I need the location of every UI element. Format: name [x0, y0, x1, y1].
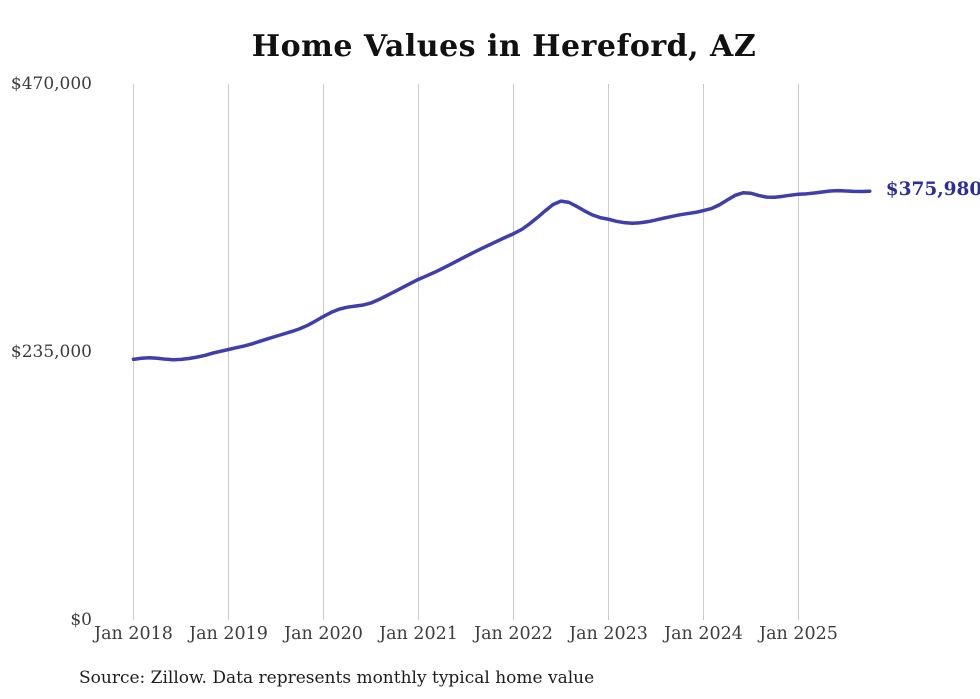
x-axis-label: Jan 2025 — [759, 624, 838, 644]
x-axis-label: Jan 2024 — [664, 624, 743, 644]
y-axis-label: $235,000 — [10, 342, 92, 362]
x-axis-label: Jan 2020 — [284, 624, 363, 644]
source-note: Source: Zillow. Data represents monthly … — [79, 668, 595, 688]
x-axis-label: Jan 2019 — [189, 624, 268, 644]
chart-title: Home Values in Hereford, AZ — [251, 29, 757, 64]
x-axis-label: Jan 2018 — [94, 624, 173, 644]
x-axis-label: Jan 2022 — [474, 624, 553, 644]
x-axis-label: Jan 2023 — [569, 624, 648, 644]
y-axis-label: $470,000 — [10, 74, 92, 94]
value-line — [131, 188, 872, 362]
end-value-label: $375,980 — [885, 179, 980, 201]
x-axis-label: Jan 2021 — [379, 624, 458, 644]
y-axis-label: $0 — [70, 610, 92, 630]
